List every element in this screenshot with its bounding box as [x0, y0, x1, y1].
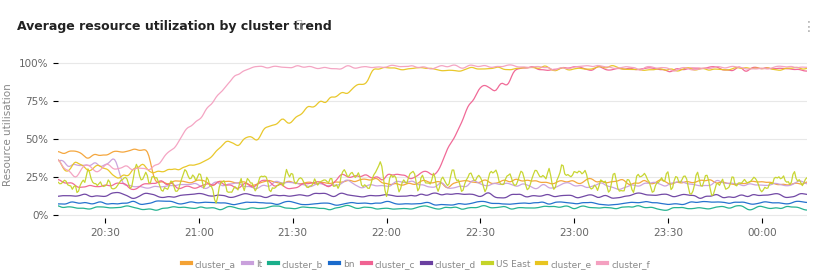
Text: Average resource utilization by cluster trend: Average resource utilization by cluster …: [17, 20, 331, 32]
Text: ⓘ: ⓘ: [295, 20, 302, 30]
Y-axis label: Resource utilisation: Resource utilisation: [3, 83, 13, 186]
Legend: cluster_a, lt, cluster_b, bn, cluster_c, cluster_d, US East, cluster_e, cluster_: cluster_a, lt, cluster_b, bn, cluster_c,…: [179, 256, 653, 273]
Text: ⋮: ⋮: [801, 20, 815, 34]
